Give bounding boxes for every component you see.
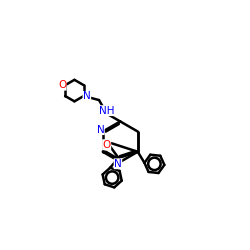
Text: N: N xyxy=(83,91,91,101)
Text: O: O xyxy=(58,80,66,90)
Text: NH: NH xyxy=(99,106,114,116)
Text: N: N xyxy=(96,124,104,134)
Text: O: O xyxy=(102,140,111,150)
Text: N: N xyxy=(114,159,122,169)
